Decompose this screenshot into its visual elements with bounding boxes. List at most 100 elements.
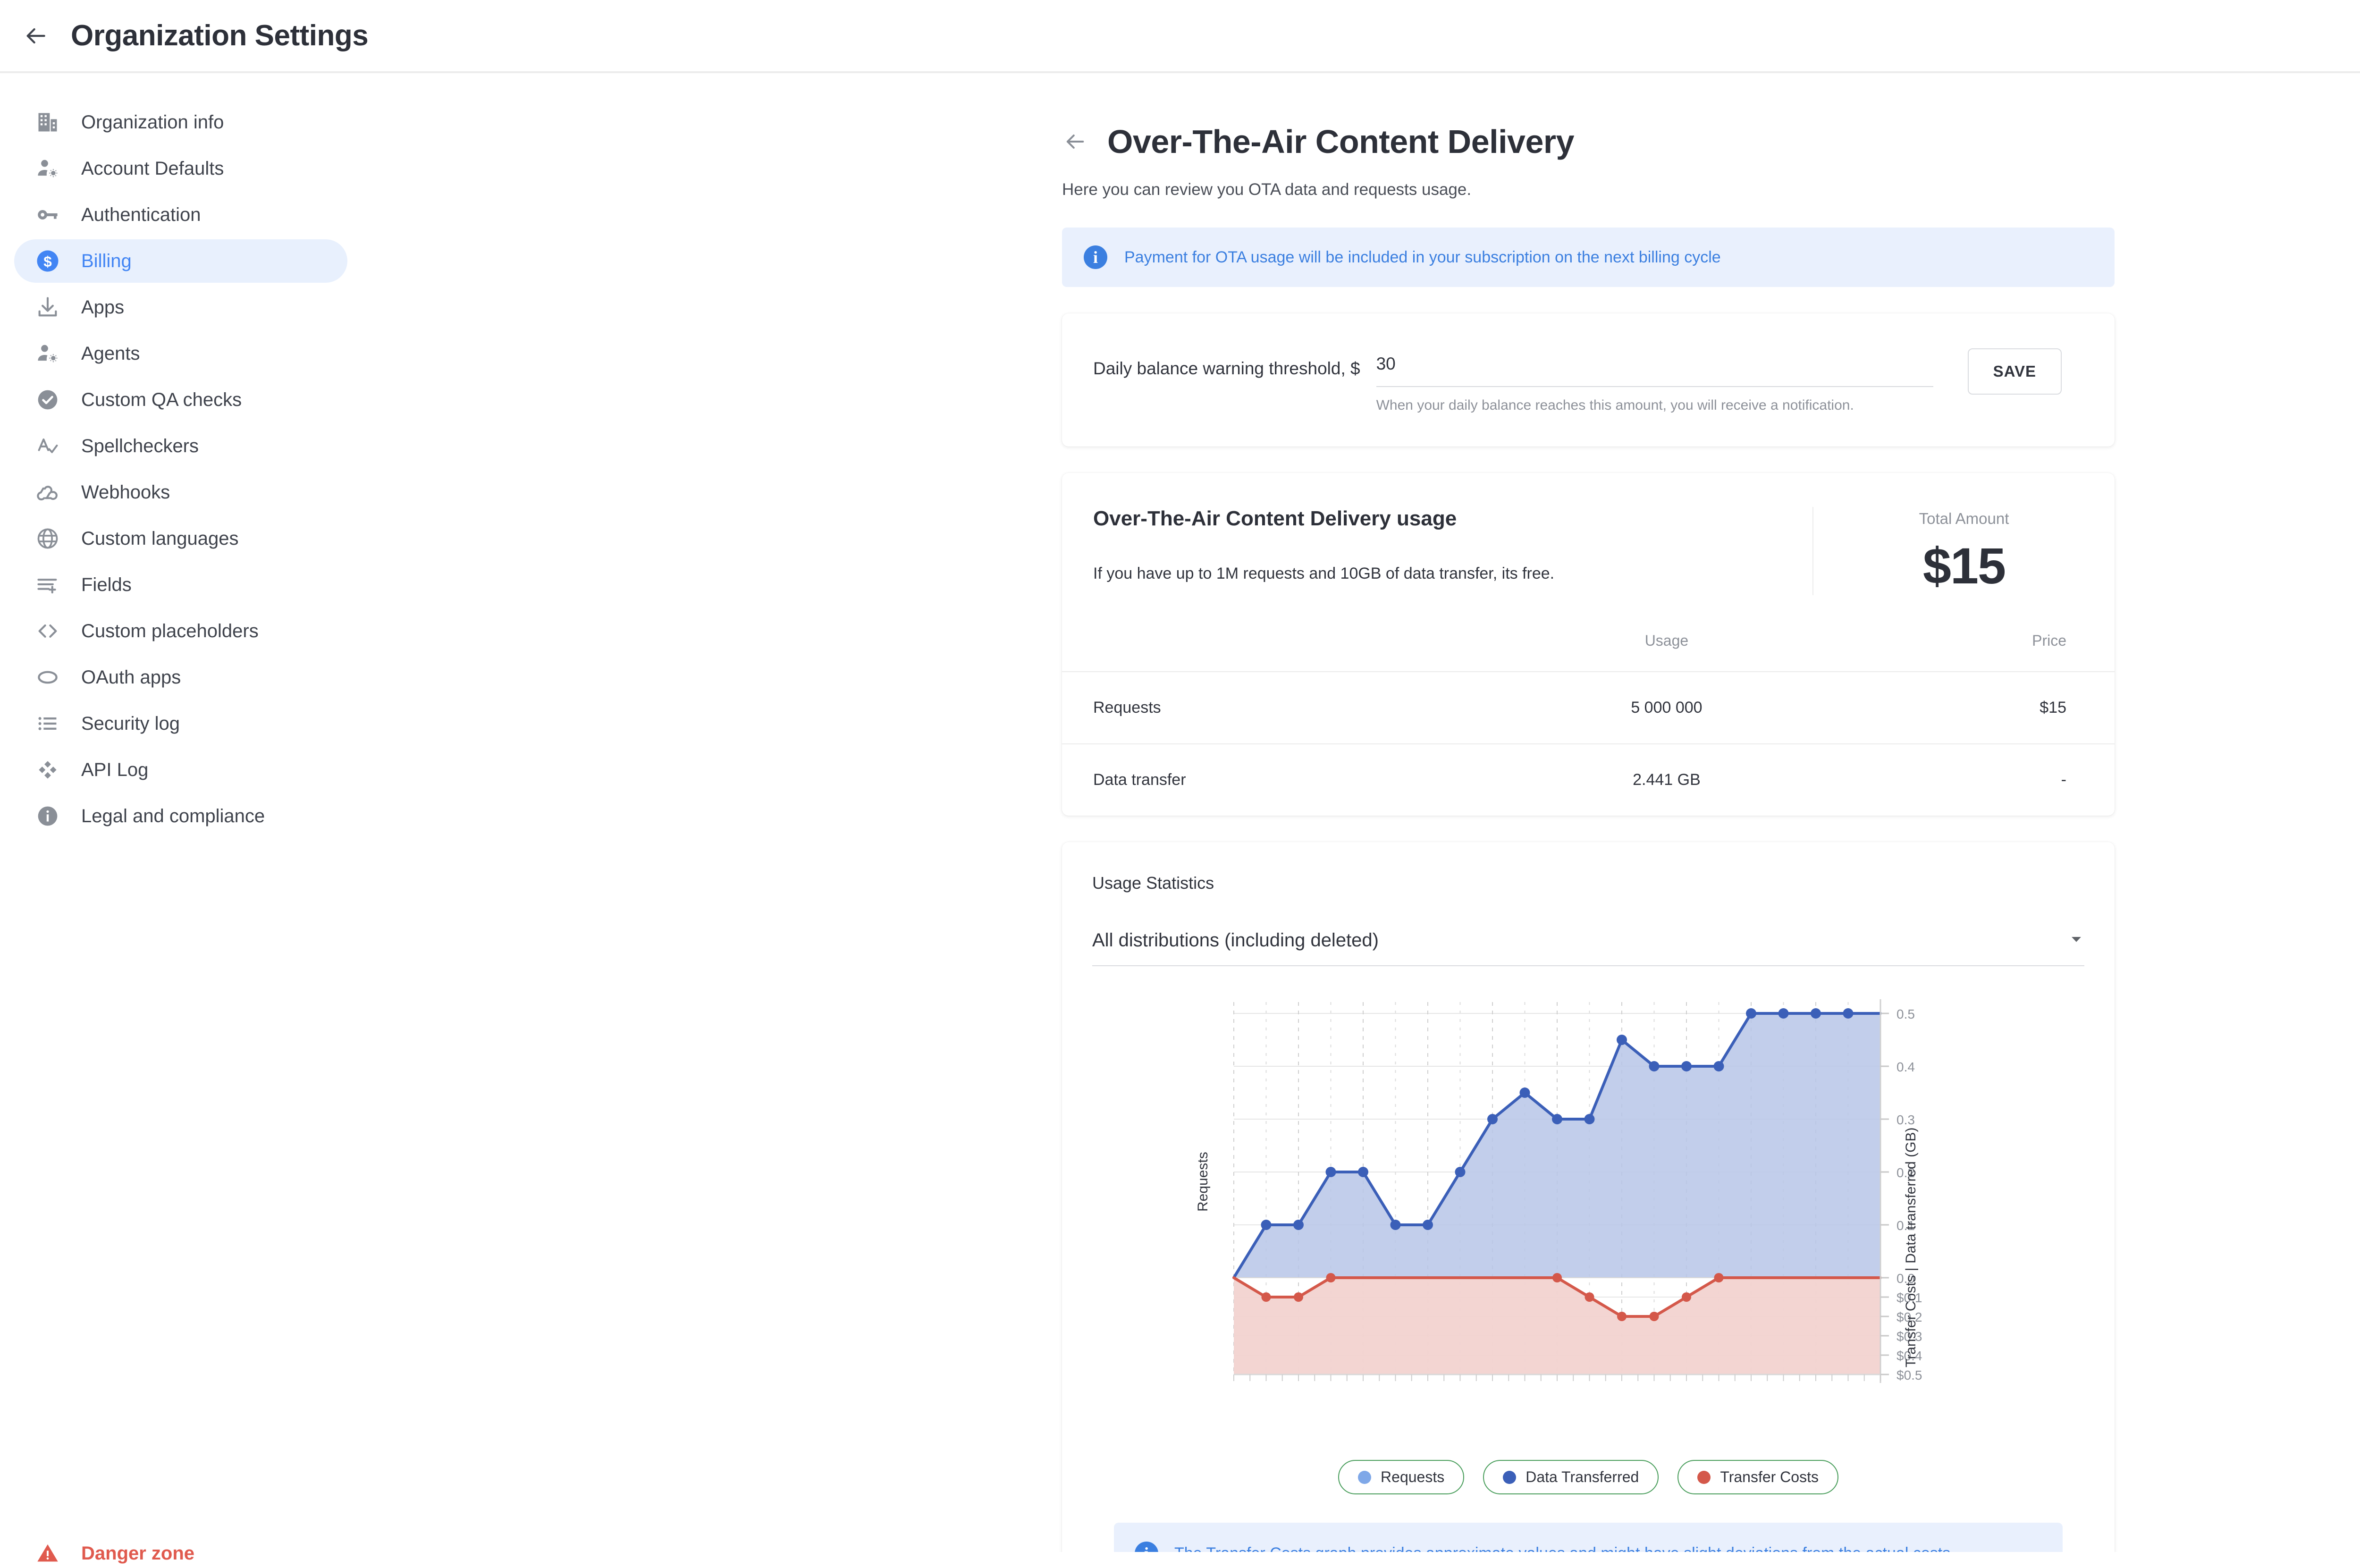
- cell-usage: 2.441 GB: [1531, 743, 1802, 816]
- legend-label: Requests: [1381, 1468, 1445, 1485]
- page-back-button[interactable]: [1062, 129, 1087, 154]
- table-row: Data transfer 2.441 GB -: [1062, 743, 2115, 816]
- list-plus-icon: [33, 570, 62, 599]
- sidebar-item-label: Spellcheckers: [81, 435, 199, 456]
- sidebar-item-label: Billing: [81, 250, 132, 271]
- page-subtitle: Here you can review you OTA data and req…: [1062, 180, 1472, 199]
- svg-text:0.2: 0.2: [1896, 1165, 1915, 1180]
- svg-text:0.0: 0.0: [1896, 1271, 1915, 1286]
- danger-zone-label: Danger zone: [81, 1543, 195, 1564]
- info-circle-icon: [33, 801, 62, 831]
- usage-description: If you have up to 1M requests and 10GB o…: [1093, 565, 1555, 582]
- sidebar-item-legal-and-compliance[interactable]: Legal and compliance: [14, 794, 347, 838]
- usage-card: Over-The-Air Content Delivery usage If y…: [1062, 473, 2115, 816]
- sidebar-item-api-log[interactable]: API Log: [14, 748, 347, 792]
- cell-usage: 5 000 000: [1531, 671, 1802, 744]
- sidebar-item-label: OAuth apps: [81, 666, 181, 688]
- sidebar-item-label: API Log: [81, 759, 149, 780]
- svg-text:$0.1: $0.1: [1896, 1290, 1922, 1305]
- cell-price: -: [1802, 743, 2115, 816]
- col-header-usage: Usage: [1644, 632, 1689, 649]
- sidebar-item-label: Legal and compliance: [81, 805, 265, 826]
- app-title: Organization Settings: [71, 19, 369, 52]
- chart-y-axis-right-label: Transfer Costs | Data transferred (GB): [1903, 1127, 1919, 1368]
- total-amount-label: Total Amount: [1919, 510, 2009, 527]
- page-header: Over-The-Air Content Delivery: [1062, 123, 2115, 160]
- legend-chip-data-transferred[interactable]: Data Transferred: [1483, 1460, 1659, 1494]
- globe-icon: [33, 524, 62, 553]
- legend-label: Data Transferred: [1526, 1468, 1639, 1485]
- sidebar-item-custom-qa-checks[interactable]: Custom QA checks: [14, 378, 347, 422]
- svg-text:$0.3: $0.3: [1896, 1329, 1922, 1344]
- threshold-help-text: When your daily balance reaches this amo…: [1376, 397, 1854, 413]
- key-icon: [33, 200, 62, 229]
- dollar-circle-icon: $: [33, 246, 62, 276]
- sidebar-item-custom-placeholders[interactable]: Custom placeholders: [14, 609, 347, 653]
- sidebar: Organization info Account Defaults Authe…: [0, 73, 359, 1564]
- usage-table: Usage Price Requests 5 000 000 $15 Data …: [1062, 632, 2115, 816]
- usage-statistics-card: Usage Statistics All distributions (incl…: [1062, 842, 2115, 1552]
- total-amount-value: $15: [1922, 537, 2006, 594]
- sidebar-item-webhooks[interactable]: Webhooks: [14, 471, 347, 514]
- back-button[interactable]: [0, 23, 71, 49]
- list-bullet-icon: [33, 709, 62, 738]
- person-gear-icon: [33, 154, 62, 183]
- spellcheck-icon: [33, 431, 62, 461]
- legend-chip-transfer-costs[interactable]: Transfer Costs: [1677, 1460, 1838, 1494]
- legend-color-dot: [1697, 1470, 1711, 1484]
- sidebar-item-fields[interactable]: Fields: [14, 563, 347, 607]
- legend-color-dot: [1358, 1470, 1372, 1484]
- svg-text:0.5: 0.5: [1896, 1007, 1915, 1021]
- cell-name: Data transfer: [1062, 743, 1532, 816]
- col-header-name: [1062, 632, 1531, 672]
- sidebar-item-label: Fields: [81, 574, 132, 595]
- sidebar-item-oauth-apps[interactable]: OAuth apps: [14, 656, 347, 699]
- threshold-input[interactable]: [1376, 348, 1933, 387]
- svg-text:0.4: 0.4: [1896, 1060, 1915, 1074]
- code-brackets-icon: [33, 616, 62, 646]
- sidebar-item-label: Webhooks: [81, 481, 170, 503]
- arrow-left-icon: [1066, 135, 1084, 149]
- sidebar-item-label: Security log: [81, 713, 180, 734]
- sidebar-item-label: Account Defaults: [81, 158, 224, 179]
- legend-label: Transfer Costs: [1720, 1468, 1819, 1485]
- sidebar-item-label: Agents: [81, 343, 140, 364]
- sidebar-item-authentication[interactable]: Authentication: [14, 193, 347, 236]
- top-bar: Organization Settings: [0, 0, 2360, 73]
- person-gear-icon: [33, 339, 62, 368]
- info-circle-icon: i: [1135, 1542, 1158, 1552]
- arrow-left-icon: [26, 28, 45, 43]
- sidebar-item-organization-info[interactable]: Organization info: [14, 101, 347, 144]
- cell-name: Requests: [1062, 671, 1532, 744]
- table-row: Requests 5 000 000 $15: [1062, 671, 2115, 744]
- save-button[interactable]: SAVE: [1967, 348, 2062, 395]
- download-icon: [33, 293, 62, 322]
- chart-legend: Requests Data Transferred Transfer Costs: [1092, 1460, 2084, 1494]
- page-title: Over-The-Air Content Delivery: [1107, 123, 1575, 160]
- distribution-select-value: All distributions (including deleted): [1092, 930, 1379, 951]
- usage-chart: 0.50.40.30.20.10.0$0.1$0.2$0.3$0.4$0.517…: [1092, 995, 2084, 1443]
- col-header-price: Price: [2032, 632, 2066, 649]
- distribution-select[interactable]: All distributions (including deleted): [1092, 930, 2084, 966]
- svg-text:$0.5: $0.5: [1896, 1368, 1922, 1383]
- sidebar-item-spellcheckers[interactable]: Spellcheckers: [14, 424, 347, 468]
- usage-heading: Over-The-Air Content Delivery usage: [1093, 507, 1457, 530]
- main-content: Over-The-Air Content Delivery Here you c…: [359, 73, 2360, 1552]
- sidebar-item-apps[interactable]: Apps: [14, 286, 347, 329]
- warning-triangle-icon: [33, 1539, 62, 1568]
- svg-text:0.1: 0.1: [1896, 1218, 1915, 1233]
- threshold-card: Daily balance warning threshold, $ When …: [1062, 313, 2115, 447]
- sidebar-item-label: Organization info: [81, 111, 224, 133]
- threshold-label: Daily balance warning threshold, $: [1093, 359, 1360, 378]
- sidebar-item-agents[interactable]: Agents: [14, 332, 347, 375]
- info-banner: i Payment for OTA usage will be included…: [1062, 228, 2115, 287]
- sidebar-item-label: Authentication: [81, 204, 201, 225]
- sidebar-item-billing[interactable]: $ Billing: [14, 239, 347, 283]
- table-header-row: Usage Price: [1062, 632, 2115, 672]
- sidebar-item-security-log[interactable]: Security log: [14, 702, 347, 745]
- legend-color-dot: [1503, 1470, 1517, 1484]
- sidebar-item-account-defaults[interactable]: Account Defaults: [14, 147, 347, 190]
- sidebar-item-danger-zone[interactable]: Danger zone: [14, 1539, 194, 1568]
- sidebar-item-custom-languages[interactable]: Custom languages: [14, 517, 347, 560]
- legend-chip-requests[interactable]: Requests: [1338, 1460, 1465, 1494]
